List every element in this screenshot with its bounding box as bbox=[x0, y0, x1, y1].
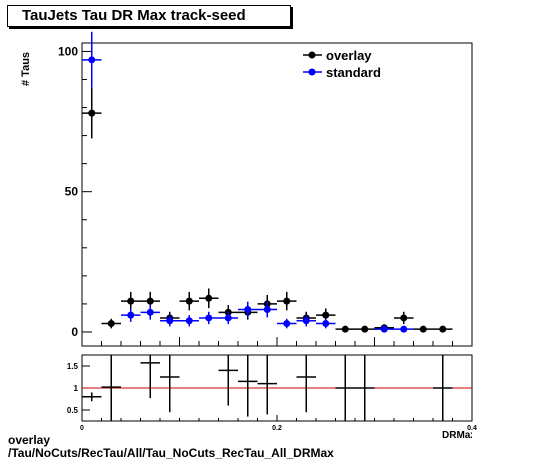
standard-point bbox=[205, 314, 213, 322]
standard-point bbox=[380, 325, 388, 333]
footer-line-2: /Tau/NoCuts/RecTau/All/Tau_NoCuts_RecTau… bbox=[8, 446, 334, 460]
legend: overlay standard bbox=[303, 48, 381, 80]
y-tick-label: 0 bbox=[71, 325, 78, 339]
main-data-marks bbox=[82, 31, 453, 333]
ratio-y-tick-label: 1 bbox=[74, 384, 79, 393]
ratio-y-tick-label: 0.5 bbox=[67, 406, 79, 415]
overlay-point bbox=[361, 325, 369, 333]
overlay-point bbox=[439, 325, 447, 333]
footer-line-1: overlay bbox=[8, 433, 51, 447]
main-axes: 0 50 100 bbox=[58, 44, 453, 346]
standard-point bbox=[166, 317, 174, 325]
y-tick-label: 50 bbox=[65, 185, 79, 199]
overlay-point bbox=[185, 297, 193, 305]
y-tick-label: 100 bbox=[58, 44, 78, 58]
standard-point bbox=[263, 306, 271, 314]
overlay-point bbox=[127, 297, 135, 305]
standard-point bbox=[322, 320, 330, 328]
overlay-point bbox=[283, 297, 291, 305]
standard-point bbox=[302, 317, 310, 325]
overlay-point bbox=[146, 297, 154, 305]
overlay-point bbox=[400, 314, 408, 322]
legend-label-overlay: overlay bbox=[326, 48, 372, 63]
overlay-point bbox=[322, 311, 330, 319]
main-plot-frame bbox=[81, 42, 473, 347]
ratio-y-tick-label: 1.5 bbox=[67, 362, 79, 371]
standard-point bbox=[185, 317, 193, 325]
ratio-x-tick-label: 0 bbox=[80, 425, 84, 432]
overlay-point bbox=[88, 109, 96, 117]
ratio-x-tick-label: 0.2 bbox=[272, 425, 282, 432]
x-axis-label-clipped: DRMax bbox=[442, 430, 472, 438]
standard-point bbox=[224, 314, 232, 322]
standard-point bbox=[146, 308, 154, 316]
ratio-data-marks bbox=[82, 355, 453, 421]
title-box bbox=[7, 5, 291, 27]
standard-point bbox=[400, 325, 408, 333]
ratio-axes: 0.5 1 1.5 0 0.2 0.4 bbox=[67, 362, 477, 432]
overlay-point bbox=[341, 325, 349, 333]
standard-point bbox=[244, 306, 252, 314]
standard-point bbox=[283, 320, 291, 328]
y-axis-label: # Taus bbox=[20, 51, 32, 86]
standard-point bbox=[88, 56, 96, 64]
legend-marker-standard bbox=[308, 68, 316, 76]
legend-marker-overlay bbox=[308, 51, 316, 59]
standard-point bbox=[127, 311, 135, 319]
overlay-point bbox=[419, 325, 427, 333]
overlay-point bbox=[205, 294, 213, 302]
legend-label-standard: standard bbox=[326, 65, 381, 80]
ratio-x-tick-label: 0.4 bbox=[467, 425, 477, 432]
overlay-point bbox=[107, 320, 115, 328]
chart-title: TauJets Tau DR Max track-seed bbox=[22, 7, 246, 24]
